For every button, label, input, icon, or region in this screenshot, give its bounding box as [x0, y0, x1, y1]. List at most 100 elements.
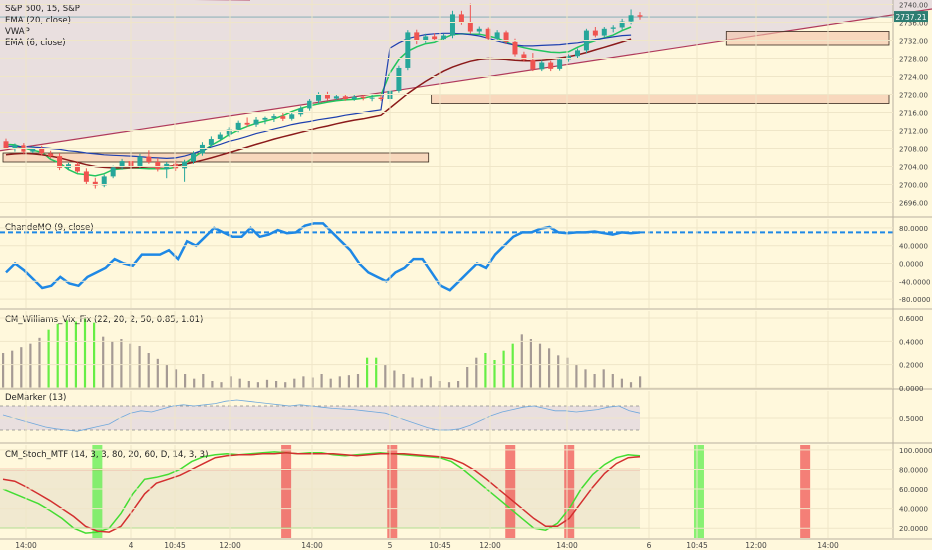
- vix-fix-bar: [275, 381, 278, 388]
- price-tick-label: 0.2000: [899, 362, 924, 370]
- candle-body: [333, 96, 339, 99]
- vix-fix-bar: [611, 374, 614, 388]
- price-tick-label: 40.0000: [899, 243, 928, 251]
- vix-fix-bar: [202, 374, 205, 388]
- time-tick-label: 14:00: [556, 541, 578, 550]
- candle-body: [137, 156, 143, 167]
- vix-fix-bar: [47, 329, 50, 388]
- candle-body: [316, 94, 322, 101]
- demarker-pane[interactable]: [0, 391, 932, 444]
- candle-body: [307, 100, 313, 109]
- candle-body: [512, 41, 518, 55]
- stoch-buy-signal: [693, 445, 704, 538]
- vix-fix-bar: [138, 346, 141, 388]
- vix-fix-bar: [65, 320, 68, 388]
- vix-fix-bar: [529, 339, 532, 388]
- vix-fix-bar: [366, 357, 369, 388]
- vix-fix-bar: [511, 343, 514, 388]
- vix-fix-bar: [174, 369, 178, 388]
- price-tick-label: 80.0000: [899, 225, 928, 233]
- candle-body: [262, 117, 268, 120]
- candle-body: [217, 134, 223, 140]
- vix-fix-bar: [538, 343, 542, 388]
- time-tick-label: 5: [388, 541, 393, 550]
- candle-body: [101, 176, 107, 186]
- price-tick-label: 20.0000: [899, 525, 928, 533]
- vix-fix-bar: [639, 376, 642, 388]
- supply-demand-zone: [2, 152, 430, 163]
- vix-fix-bar: [184, 374, 187, 388]
- price-tick-label: 100.0000: [899, 447, 932, 455]
- vix-fix-bar: [393, 370, 396, 388]
- price-pane[interactable]: [0, 0, 932, 218]
- candle-body: [369, 97, 375, 99]
- time-tick-label: 12:00: [479, 541, 501, 550]
- candle-body: [74, 164, 80, 172]
- candle-body: [610, 27, 616, 29]
- candle-body: [57, 156, 63, 168]
- vwap-line: [6, 32, 632, 160]
- vix-fix-bar: [320, 374, 323, 388]
- candle-body: [405, 32, 411, 68]
- price-axis[interactable]: 2740.00 2736.00 2732.00 2728.00 2724.00 2720.…: [899, 2, 932, 534]
- time-tick-label: 14:00: [15, 541, 37, 550]
- chande-line: [5, 222, 641, 292]
- vix-fix-bar: [338, 376, 341, 388]
- candle-body: [119, 161, 125, 168]
- vix-fix-bar: [484, 353, 487, 388]
- vix-fix-bar: [402, 374, 405, 388]
- vix-fix-bar: [265, 379, 269, 388]
- candle-body: [494, 32, 500, 39]
- candle-body: [146, 156, 152, 162]
- vix-fix-bar: [20, 347, 23, 388]
- price-badge: 2737.21: [894, 11, 928, 23]
- vix-fix-bar: [220, 382, 223, 388]
- candle-body: [235, 122, 241, 130]
- candle-body: [226, 129, 232, 135]
- vix-fix-bar: [475, 357, 478, 388]
- vix-fix-bar: [156, 358, 159, 388]
- candle-body: [628, 15, 634, 22]
- price-tick-label: 2700.00: [899, 182, 928, 190]
- candle-body: [39, 148, 45, 154]
- vix-fix-bar: [93, 322, 96, 388]
- candle-body: [92, 181, 98, 186]
- candle-body: [48, 153, 54, 157]
- time-axis[interactable]: 14:00 4 10:45 12:00 14:00 5 10:45 12:00 14:00 6 10…: [15, 541, 839, 550]
- legend-main: S&P 500, 15, S&P EMA (20, close) VWAP EM…: [5, 4, 80, 48]
- candle-body: [619, 21, 625, 28]
- vix-fix-bar: [256, 382, 259, 388]
- candle-body: [530, 59, 536, 70]
- candle-body: [503, 32, 509, 42]
- ema6-legend: EMA (6, close): [5, 38, 66, 48]
- price-tick-label: 80.0000: [899, 466, 928, 474]
- candle-body: [191, 153, 197, 162]
- candle-body: [396, 67, 402, 91]
- vix-fix-bar: [557, 355, 560, 388]
- vix-fix-bar: [347, 375, 350, 388]
- vix-fix-bar: [575, 364, 578, 388]
- candle-body: [521, 54, 527, 60]
- vix-fix-bar: [2, 353, 5, 388]
- vix-fix-bar: [429, 376, 432, 388]
- ema20-line: [5, 26, 632, 177]
- candle-body: [253, 119, 259, 125]
- channel-fill: [0, 0, 932, 151]
- vix-fix-bar: [56, 323, 59, 388]
- vix-fix-bar: [466, 367, 469, 388]
- candle-body: [637, 15, 643, 17]
- price-tick-label: 2716.00: [899, 110, 928, 118]
- vix-fix-bar: [375, 357, 378, 388]
- vix-fix-pane[interactable]: [0, 311, 932, 390]
- candle-body: [244, 122, 250, 125]
- vix-fix-bar: [102, 336, 105, 388]
- candle-body: [342, 96, 348, 99]
- price-tick-label: -40.0000: [899, 278, 930, 286]
- time-tick-label: 12:00: [219, 541, 241, 550]
- stoch-pane[interactable]: [0, 445, 932, 540]
- price-tick-label: 2732.00: [899, 38, 928, 46]
- candle-body: [574, 50, 580, 57]
- price-tick-label: 2708.00: [899, 146, 928, 154]
- candle-body: [155, 162, 161, 170]
